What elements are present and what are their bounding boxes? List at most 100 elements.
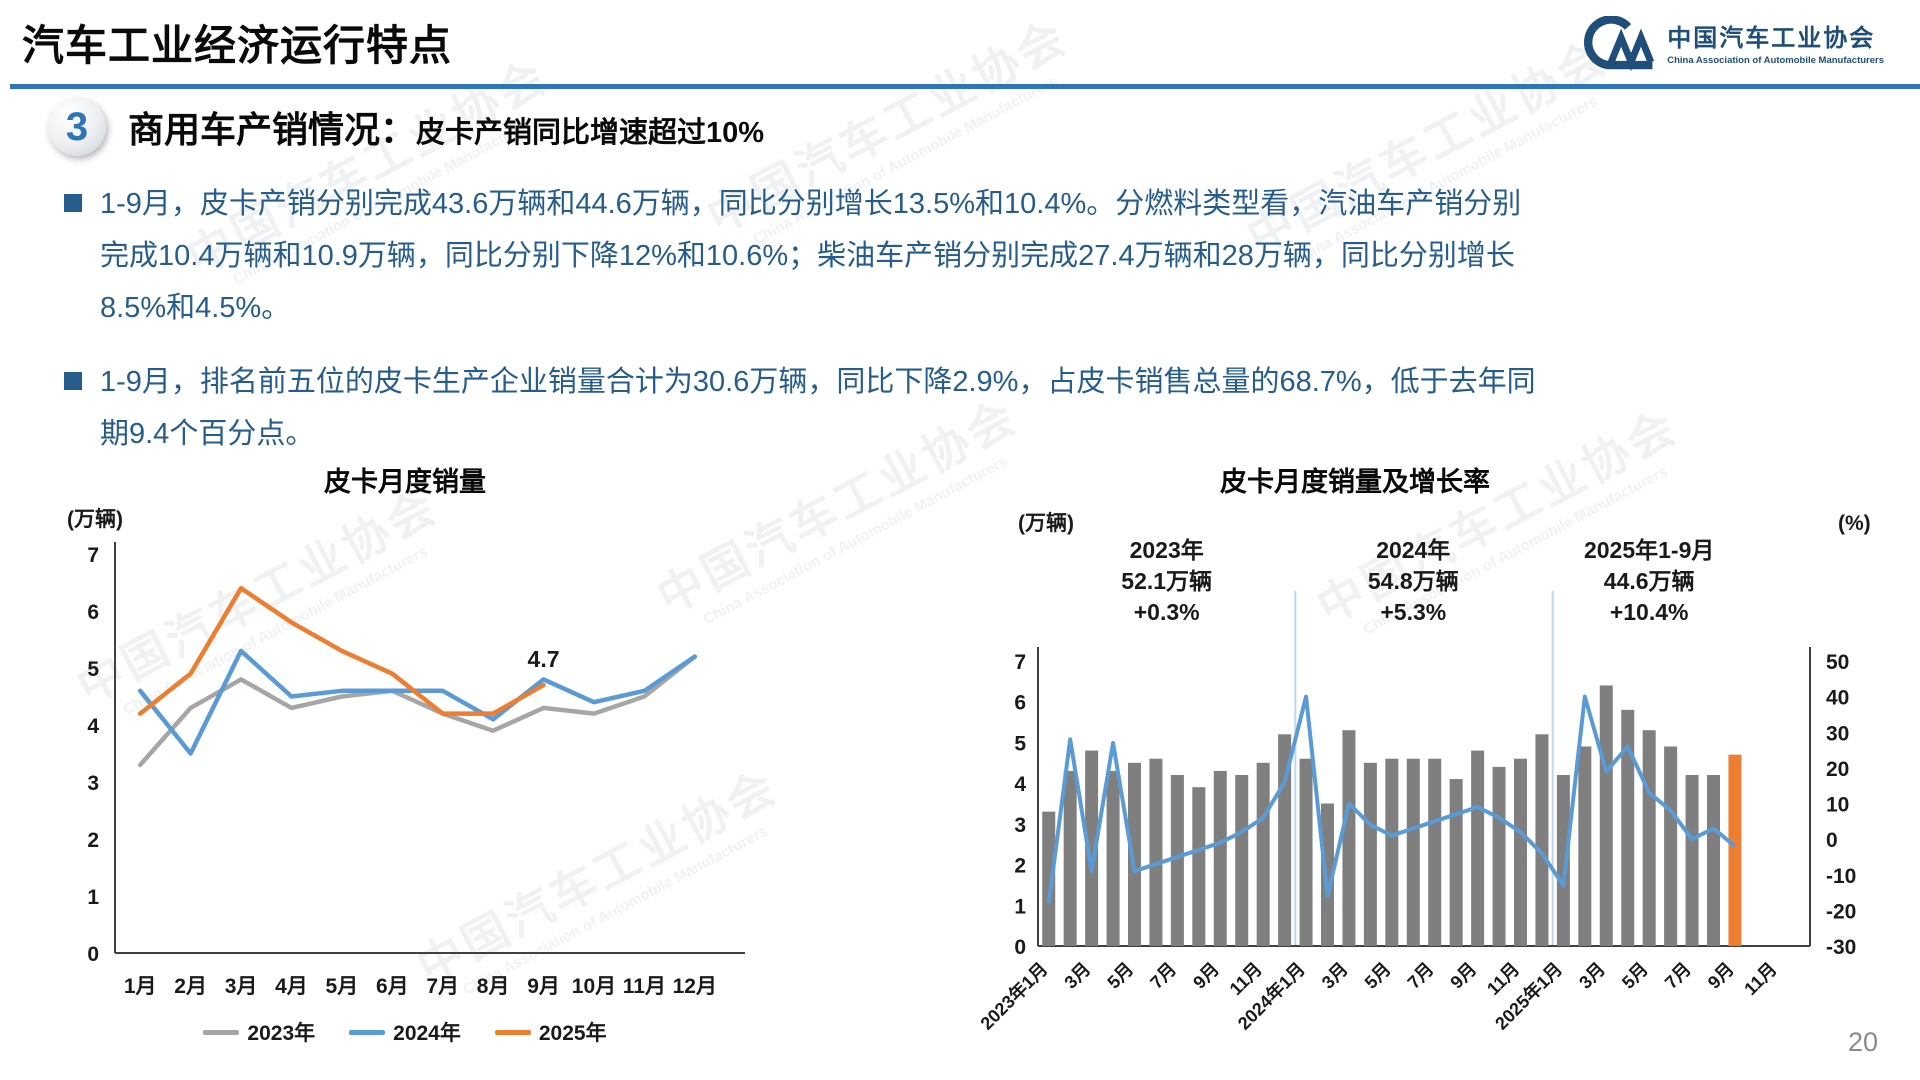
bullet-text: 1-9月，皮卡产销分别完成43.6万辆和44.6万辆，同比分别增长13.5%和1… (100, 188, 1522, 324)
svg-text:7: 7 (87, 544, 99, 567)
legend-label: 2023年 (247, 1022, 316, 1045)
svg-text:11月: 11月 (623, 975, 666, 998)
svg-text:9月: 9月 (1189, 959, 1223, 993)
svg-text:40: 40 (1826, 687, 1849, 710)
legend-item: 2024年 (349, 1017, 461, 1047)
svg-text:-30: -30 (1826, 936, 1856, 959)
caam-logo: 中国汽车工业协会 China Association of Automobile… (1573, 16, 1884, 76)
svg-text:6月: 6月 (376, 975, 409, 998)
svg-text:2: 2 (1014, 855, 1026, 878)
bullet-item: 1-9月，皮卡产销分别完成43.6万辆和44.6万辆，同比分别增长13.5%和1… (64, 178, 1564, 334)
bullet-text: 1-9月，排名前五位的皮卡生产企业销量合计为30.6万辆，同比下降2.9%，占皮… (100, 366, 1536, 450)
svg-text:0: 0 (87, 943, 99, 966)
section-number-badge: 3 (48, 98, 106, 156)
svg-text:7月: 7月 (1404, 959, 1438, 993)
section-heading-main: 商用车产销情况： (128, 109, 417, 150)
legend-swatch (203, 1029, 240, 1035)
svg-text:10月: 10月 (572, 975, 616, 998)
svg-text:2025年1-9月: 2025年1-9月 (1584, 537, 1714, 563)
sales-growth-combo-chart: 皮卡月度销量及增长率 (万辆) (%) 0 1 2 3 4 5 6 7 50 40 30 20 10 0 -10… (980, 460, 1910, 1076)
svg-text:5月: 5月 (1103, 959, 1137, 993)
svg-text:2024年: 2024年 (1376, 537, 1450, 563)
svg-text:3月: 3月 (1060, 959, 1094, 993)
svg-text:-20: -20 (1826, 900, 1856, 923)
title-underline-rule (10, 84, 1920, 89)
legend-swatch (494, 1029, 531, 1035)
section-heading-row: 3 商用车产销情况： 皮卡产销同比增速超过10% (48, 98, 764, 156)
svg-text:-10: -10 (1826, 865, 1856, 888)
svg-text:3月: 3月 (1318, 959, 1352, 993)
svg-text:6: 6 (1014, 692, 1026, 715)
monthly-sales-line-chart: 皮卡月度销量 (万辆) 0 1 2 3 4 5 6 7 1月 2月 3月 4月 5月 6月 7月 8月 9月 10月… (55, 460, 755, 1047)
svg-text:3月: 3月 (225, 975, 258, 998)
svg-text:+0.3%: +0.3% (1134, 599, 1200, 625)
svg-text:5月: 5月 (1618, 959, 1652, 993)
svg-text:3: 3 (1014, 814, 1026, 837)
svg-text:10: 10 (1826, 794, 1849, 817)
svg-text:30: 30 (1826, 722, 1849, 745)
caam-logo-icon (1584, 16, 1655, 72)
svg-text:+10.4%: +10.4% (1610, 599, 1689, 625)
svg-text:2月: 2月 (174, 975, 207, 998)
svg-text:1: 1 (1014, 895, 1026, 918)
logo-org-name: 中国汽车工业协会 (1667, 24, 1876, 52)
svg-text:5: 5 (1014, 732, 1026, 755)
svg-text:54.8万辆: 54.8万辆 (1368, 568, 1459, 594)
svg-text:(万辆): (万辆) (1018, 511, 1074, 535)
svg-text:4.7: 4.7 (528, 646, 560, 672)
chart-title: 皮卡月度销量及增长率 (1220, 467, 1490, 497)
bullet-item: 1-9月，排名前五位的皮卡生产企业销量合计为30.6万辆，同比下降2.9%，占皮… (64, 356, 1564, 460)
svg-text:4: 4 (1014, 773, 1026, 796)
section-heading-sub: 皮卡产销同比增速超过10% (416, 117, 765, 149)
svg-text:1: 1 (87, 886, 99, 909)
legend-item: 2023年 (203, 1017, 315, 1047)
svg-text:1月: 1月 (124, 975, 157, 998)
svg-text:4: 4 (87, 715, 99, 738)
svg-text:5: 5 (87, 658, 99, 681)
svg-text:12月: 12月 (673, 975, 717, 998)
svg-text:3月: 3月 (1575, 959, 1609, 993)
svg-text:8月: 8月 (477, 975, 510, 998)
page-title: 汽车工业经济运行特点 (22, 22, 453, 69)
logo-org-name-en: China Association of Automobile Manufact… (1667, 55, 1884, 67)
svg-text:0: 0 (1014, 936, 1026, 959)
svg-text:2023年: 2023年 (1130, 537, 1204, 563)
svg-text:7: 7 (1014, 651, 1026, 674)
svg-text:4月: 4月 (275, 975, 308, 998)
svg-text:(万辆): (万辆) (67, 507, 123, 531)
svg-text:44.6万辆: 44.6万辆 (1604, 568, 1695, 594)
svg-text:20: 20 (1826, 758, 1849, 781)
combo-chart-canvas: (万辆) (%) 0 1 2 3 4 5 6 7 50 40 30 20 10 0 -10 -20 -30 2023年… (980, 511, 1871, 1034)
svg-text:2023年1月: 2023年1月 (980, 958, 1052, 1034)
line-chart-canvas: (万辆) 0 1 2 3 4 5 6 7 1月 2月 3月 4月 5月 6月 7月 8月 9月 10月 11月 12月 4… (67, 507, 745, 998)
svg-text:2: 2 (87, 829, 99, 852)
square-bullet-icon (64, 194, 82, 212)
page-number: 20 (1847, 1027, 1878, 1057)
svg-text:5月: 5月 (326, 975, 359, 998)
svg-text:7月: 7月 (1661, 959, 1695, 993)
chart-legend: 2023年 2024年 2025年 (55, 1017, 755, 1047)
svg-text:+5.3%: +5.3% (1380, 599, 1446, 625)
legend-label: 2024年 (393, 1022, 461, 1045)
section-heading: 商用车产销情况： 皮卡产销同比增速超过10% (128, 101, 764, 153)
svg-text:7月: 7月 (426, 975, 459, 998)
svg-text:5月: 5月 (1361, 959, 1395, 993)
svg-text:9月: 9月 (1446, 959, 1480, 993)
square-bullet-icon (64, 372, 82, 390)
svg-text:50: 50 (1826, 651, 1849, 674)
svg-text:52.1万辆: 52.1万辆 (1121, 568, 1212, 594)
svg-text:9月: 9月 (1704, 959, 1738, 993)
bullet-list: 1-9月，皮卡产销分别完成43.6万辆和44.6万辆，同比分别增长13.5%和1… (64, 178, 1564, 482)
svg-text:9月: 9月 (527, 975, 560, 998)
svg-text:11月: 11月 (1740, 959, 1780, 999)
legend-item: 2025年 (494, 1017, 607, 1047)
legend-swatch (349, 1029, 386, 1035)
svg-text:(%): (%) (1838, 512, 1871, 535)
svg-text:3: 3 (87, 772, 99, 795)
svg-text:6: 6 (87, 601, 99, 624)
legend-label: 2025年 (538, 1022, 607, 1045)
svg-text:0: 0 (1826, 829, 1838, 852)
svg-text:7月: 7月 (1146, 959, 1180, 993)
chart-title: 皮卡月度销量 (324, 467, 486, 497)
